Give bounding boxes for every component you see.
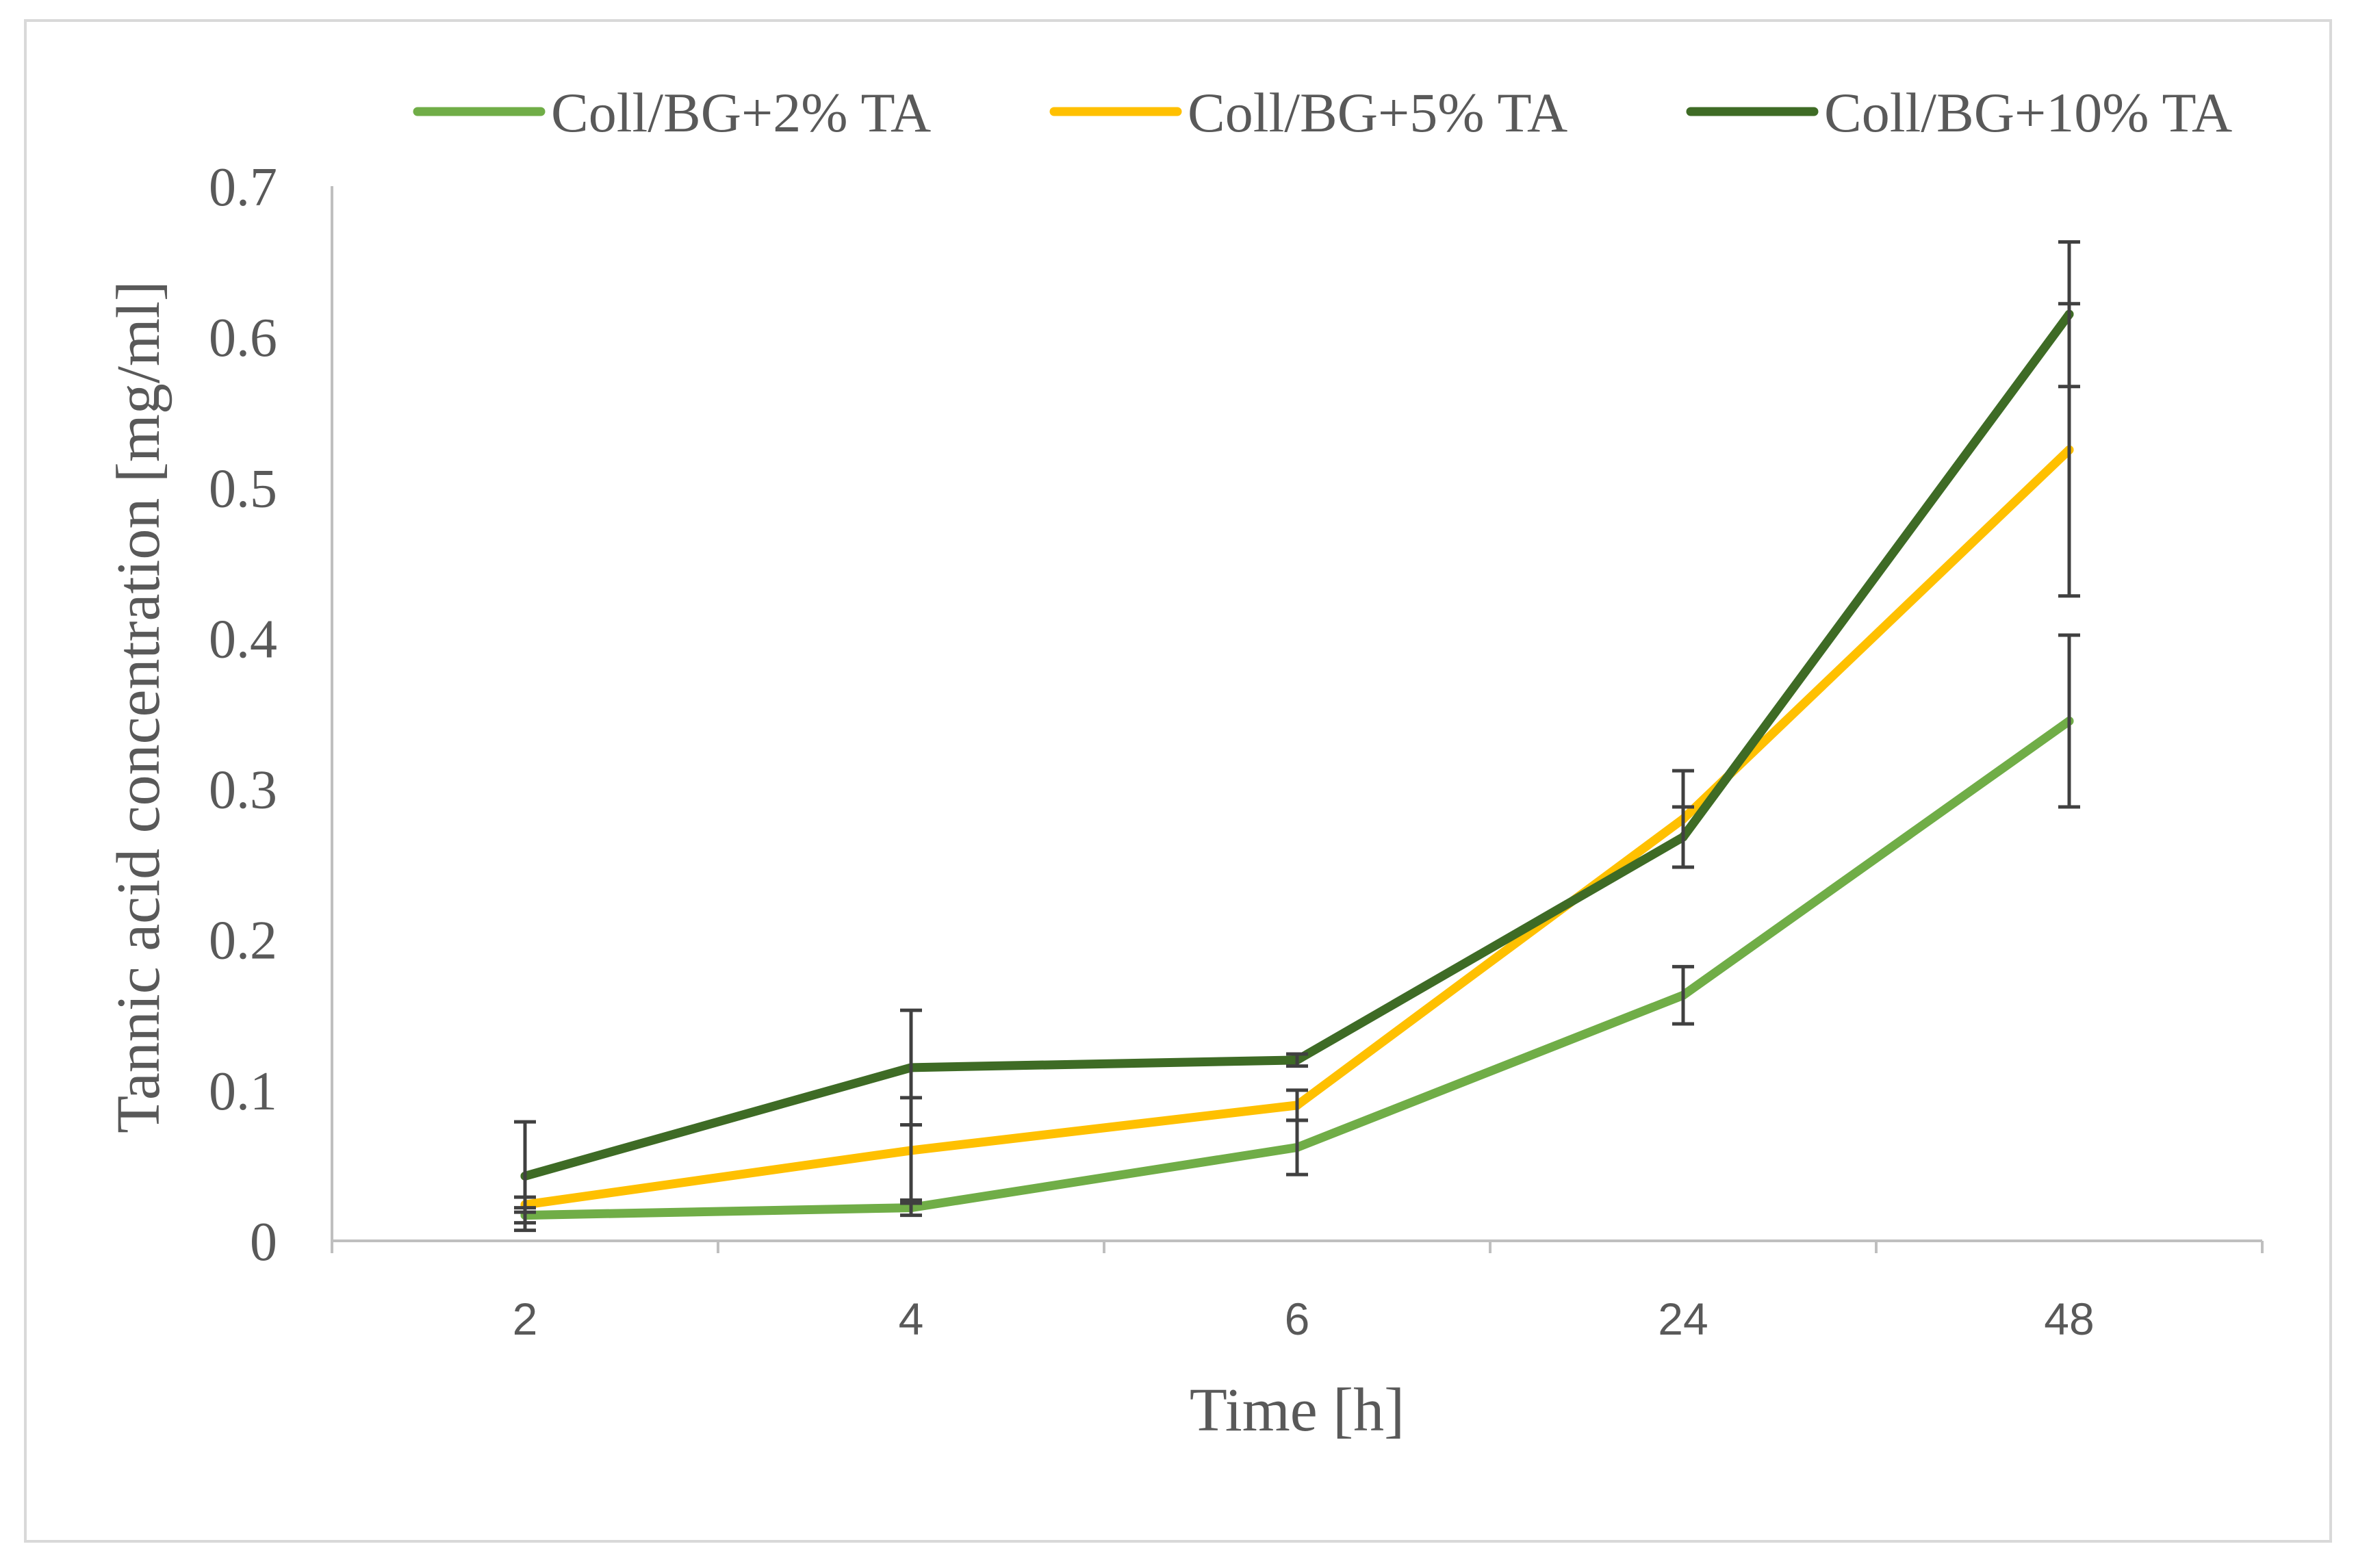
y-axis-title: Tannic acid concentration [mg/ml] <box>105 281 172 1133</box>
error-bar-coll-bg-10-ta-48 <box>2058 240 2080 389</box>
y-tick-label-0-7: 0.7 <box>209 157 277 218</box>
error-bar-coll-bg-5-ta-6 <box>1286 1088 1308 1122</box>
error-bar-coll-bg-10-ta-24 <box>1672 805 1694 869</box>
x-tick-label-24: 24 <box>1658 1294 1708 1344</box>
error-bar-coll-bg-2-ta-48 <box>2058 633 2080 809</box>
y-tick-label-0: 0 <box>250 1212 277 1272</box>
y-tick-label-0-4: 0.4 <box>209 609 277 669</box>
legend: Coll/BG+2% TA Coll/BG+5% TA Coll/BG+10% TA <box>413 81 2232 144</box>
legend-label-coll-bg-10-ta: Coll/BG+10% TA <box>1824 81 2232 144</box>
y-tick-label-0-5: 0.5 <box>209 459 277 519</box>
y-tick-label-0-2: 0.2 <box>209 911 277 971</box>
x-axis-ticks: 2 4 6 24 48 <box>331 1241 2264 1344</box>
error-bar-coll-bg-10-ta-4 <box>900 1008 922 1127</box>
x-tick-label-6: 6 <box>1285 1294 1310 1344</box>
error-bar-coll-bg-2-ta-24 <box>1672 964 1694 1026</box>
y-axis-ticks: 0 0.1 0.2 0.3 0.4 0.5 0.6 0.7 <box>209 157 277 1272</box>
legend-label-coll-bg-5-ta: Coll/BG+5% TA <box>1188 81 1567 144</box>
legend-item-coll-bg-2-ta: Coll/BG+2% TA <box>413 81 931 144</box>
legend-item-coll-bg-5-ta: Coll/BG+5% TA <box>1049 81 1567 144</box>
error-bars <box>514 240 2080 1233</box>
y-tick-label-0-3: 0.3 <box>209 760 277 821</box>
error-bar-coll-bg-10-ta-2 <box>514 1120 536 1233</box>
x-axis-title: Time [h] <box>1190 1376 1405 1444</box>
y-tick-label-0-6: 0.6 <box>209 308 277 368</box>
x-tick-label-2: 2 <box>513 1294 538 1344</box>
x-tick-label-48: 48 <box>2044 1294 2094 1344</box>
legend-label-coll-bg-2-ta: Coll/BG+2% TA <box>551 81 931 144</box>
error-bar-coll-bg-10-ta-6 <box>1286 1052 1308 1068</box>
y-tick-label-0-1: 0.1 <box>209 1062 277 1122</box>
legend-item-coll-bg-10-ta: Coll/BG+10% TA <box>1686 81 2232 144</box>
x-tick-label-4: 4 <box>899 1294 924 1344</box>
chart-frame <box>24 19 2332 1543</box>
